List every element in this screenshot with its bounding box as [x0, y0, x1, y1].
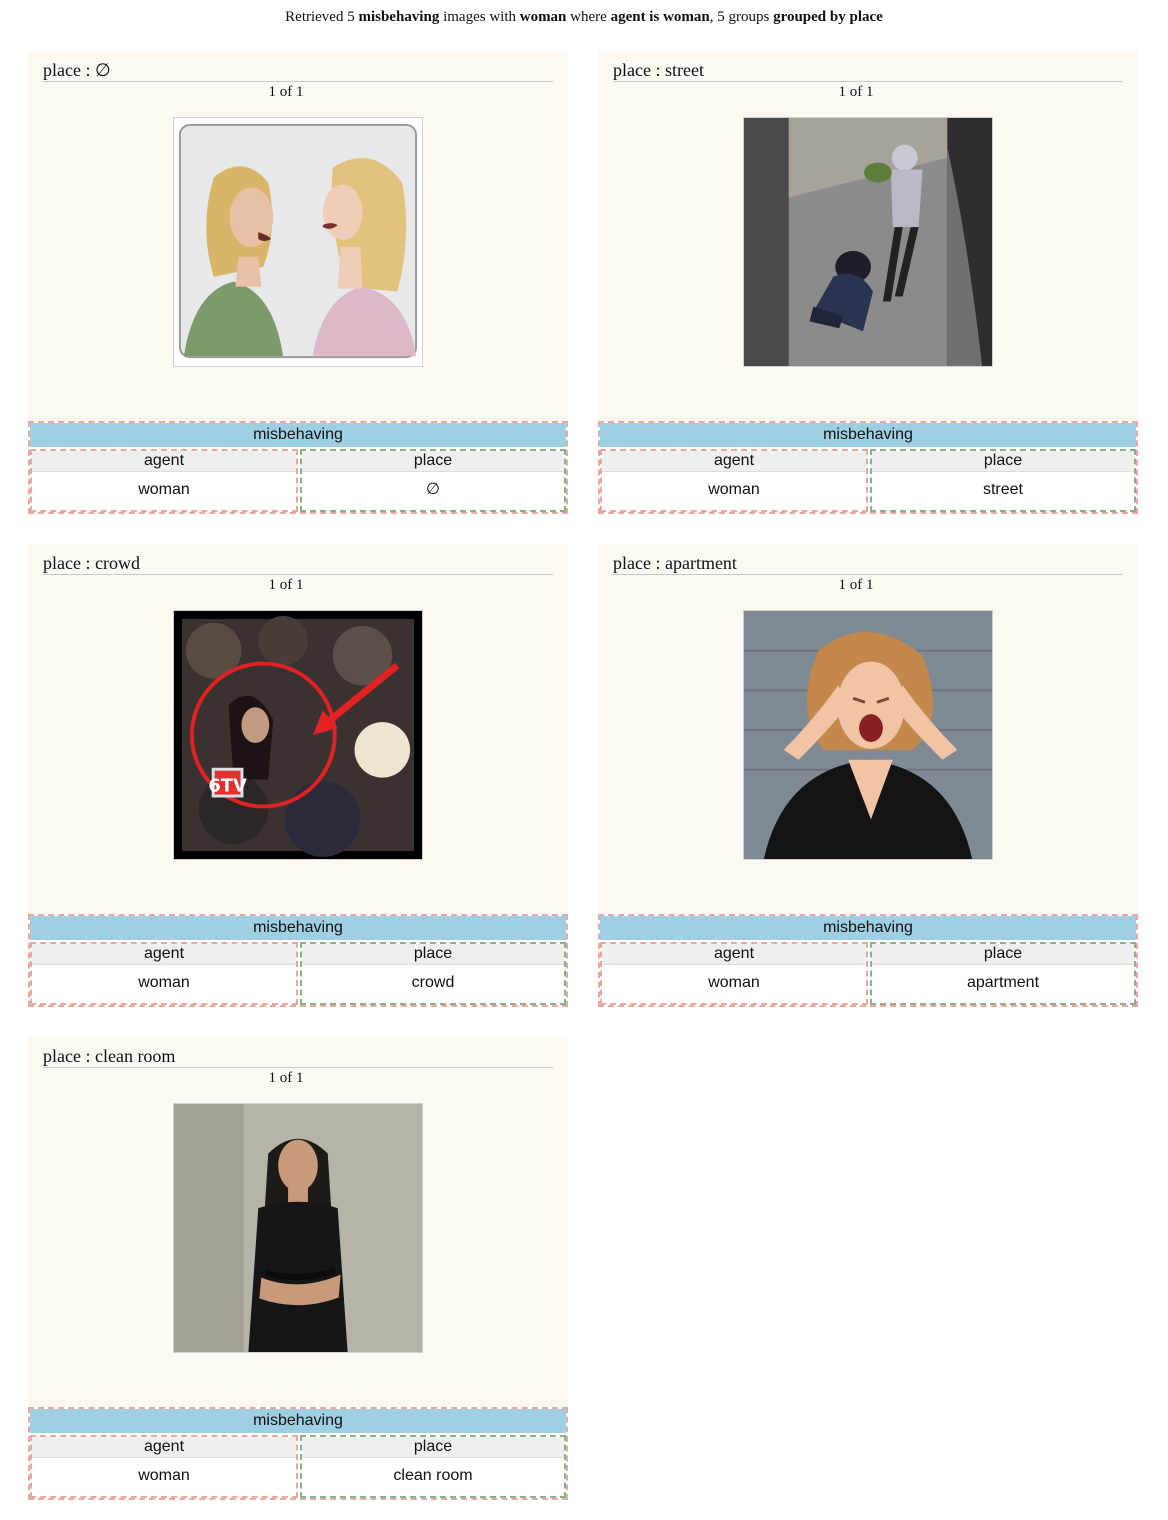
role-place-label: place: [302, 1437, 564, 1458]
role-place-value: apartment: [966, 974, 1040, 991]
role-agent-label: agent: [602, 451, 866, 472]
frame-annotation: misbehaving agent woman place crowd: [28, 914, 568, 1007]
role-agent: agent woman: [600, 942, 868, 1005]
role-agent-value: woman: [138, 974, 190, 991]
result-image[interactable]: 6TV: [173, 610, 423, 860]
woman-arms-crossed-photo-icon: [174, 1104, 422, 1352]
frame-annotation: misbehaving agent woman place ∅: [28, 421, 568, 514]
image-counter: 1 of 1: [838, 84, 874, 100]
role-agent-value: woman: [708, 481, 760, 498]
role-agent-value: woman: [138, 481, 190, 498]
role-agent: agent woman: [30, 942, 298, 1005]
frame-name: misbehaving: [30, 1409, 566, 1433]
role-place-value: crowd: [411, 974, 455, 991]
role-agent-label: agent: [32, 1437, 296, 1458]
group-title: place : street: [613, 60, 1123, 82]
frame-name: misbehaving: [600, 916, 1136, 940]
group-title: place : apartment: [613, 553, 1123, 575]
frame-annotation: misbehaving agent woman place street: [598, 421, 1138, 514]
retrieved-count: Retrieved 5: [285, 9, 355, 25]
crowd-news-photo-icon: 6TV: [174, 611, 422, 859]
where-text: where: [570, 9, 607, 25]
image-counter: 1 of 1: [838, 577, 874, 593]
group-card-street: place : street 1 of 1 misbehaving agent …: [598, 51, 1138, 514]
role-place-label: place: [302, 451, 564, 472]
group-title: place : crowd: [43, 553, 553, 575]
role-place-label: place: [872, 944, 1134, 965]
role-agent: agent woman: [30, 449, 298, 512]
groups-count: , 5 groups: [709, 9, 770, 25]
frame-annotation: misbehaving agent woman place apartment: [598, 914, 1138, 1007]
query-verb: misbehaving: [358, 9, 440, 25]
images-with-text: images with: [443, 9, 516, 25]
logo-6tv: 6TV: [208, 776, 247, 797]
result-image[interactable]: [173, 1103, 423, 1353]
group-title: place : ∅: [43, 60, 553, 82]
result-image[interactable]: [743, 610, 993, 860]
frame-name: misbehaving: [600, 423, 1136, 447]
result-image[interactable]: [173, 117, 423, 367]
role-place: place ∅: [300, 449, 566, 512]
role-place: place crowd: [300, 942, 566, 1005]
group-card-apartment: place : apartment 1 of 1 misbehaving age…: [598, 544, 1138, 1007]
frame-annotation: misbehaving agent woman place clean room: [28, 1407, 568, 1500]
query-condition: agent is woman: [610, 9, 710, 25]
role-place: place apartment: [870, 942, 1136, 1005]
image-counter: 1 of 1: [268, 84, 304, 100]
group-card-crowd: place : crowd 1 of 1 6TV misbehaving age…: [28, 544, 568, 1007]
frame-name: misbehaving: [30, 423, 566, 447]
two-women-arguing-photo-icon: [174, 118, 422, 366]
role-place: place clean room: [300, 1435, 566, 1498]
results-summary: Retrieved 5 misbehaving images with woma…: [0, 9, 1168, 26]
grouping-text: grouped by place: [773, 9, 883, 25]
query-noun: woman: [519, 9, 567, 25]
role-agent-value: woman: [138, 1467, 190, 1484]
group-title: place : clean room: [43, 1046, 553, 1068]
role-agent: agent woman: [600, 449, 868, 512]
role-place-label: place: [302, 944, 564, 965]
group-card-clean-room: place : clean room 1 of 1 misbehaving ag…: [28, 1037, 568, 1500]
role-place-value: clean room: [393, 1467, 473, 1484]
image-counter: 1 of 1: [268, 1070, 304, 1086]
street-fight-photo-icon: [744, 118, 992, 366]
frame-name: misbehaving: [30, 916, 566, 940]
group-card-null: place : ∅ 1 of 1 misbehaving agent woman…: [28, 51, 568, 514]
role-agent-label: agent: [32, 944, 296, 965]
role-agent: agent woman: [30, 1435, 298, 1498]
role-place-label: place: [872, 451, 1134, 472]
role-agent-label: agent: [32, 451, 296, 472]
role-place-value: street: [982, 481, 1023, 498]
result-image[interactable]: [743, 117, 993, 367]
screaming-woman-photo-icon: [744, 611, 992, 859]
image-counter: 1 of 1: [268, 577, 304, 593]
role-agent-label: agent: [602, 944, 866, 965]
role-agent-value: woman: [708, 974, 760, 991]
role-place-value: ∅: [426, 481, 440, 498]
role-place: place street: [870, 449, 1136, 512]
